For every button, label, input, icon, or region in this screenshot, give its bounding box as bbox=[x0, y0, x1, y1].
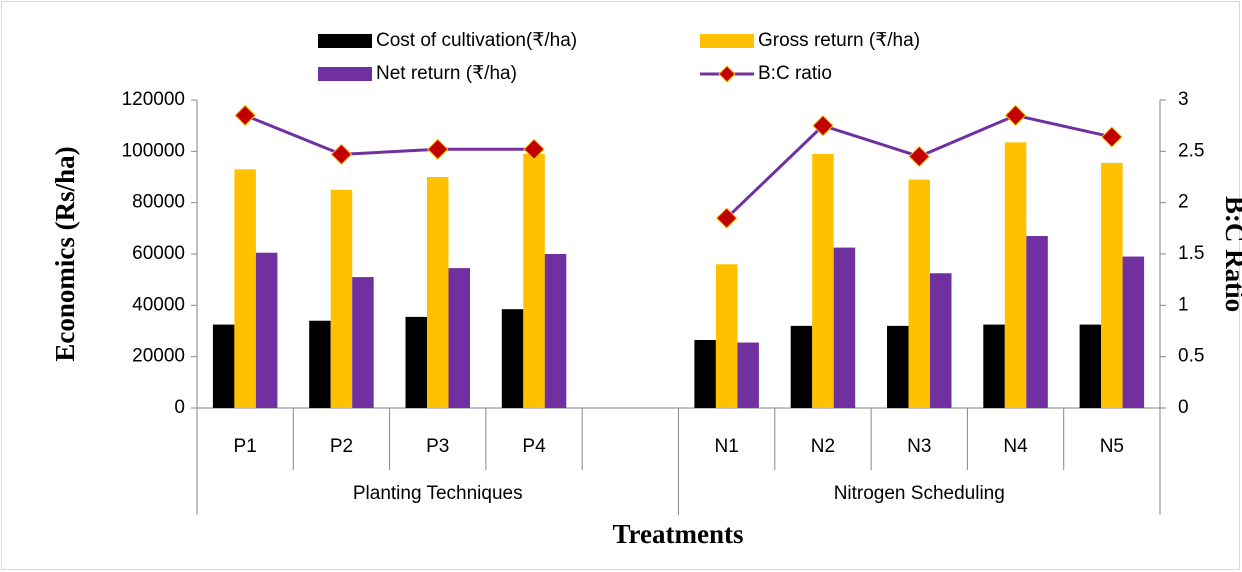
x-tick-label: P1 bbox=[234, 436, 257, 457]
legend-label: Gross return (₹/ha) bbox=[758, 30, 920, 51]
bar bbox=[833, 247, 856, 408]
y2-tick-label: 0 bbox=[1178, 397, 1189, 418]
bar bbox=[812, 153, 834, 408]
bar bbox=[309, 320, 331, 408]
line-marker bbox=[1004, 104, 1027, 127]
y2-tick-label: 1 bbox=[1178, 294, 1189, 315]
x-tick-label: P3 bbox=[426, 436, 449, 457]
bar bbox=[737, 342, 759, 408]
line-marker bbox=[523, 138, 545, 160]
bar bbox=[1079, 324, 1102, 408]
line-marker bbox=[234, 104, 256, 127]
bar bbox=[1004, 142, 1027, 408]
line-marker bbox=[908, 145, 930, 168]
x-tick-label: P4 bbox=[522, 436, 546, 457]
bar bbox=[352, 277, 374, 408]
bar bbox=[983, 324, 1005, 408]
legend-swatch bbox=[318, 34, 372, 48]
line-marker bbox=[427, 138, 449, 160]
bar bbox=[523, 153, 545, 408]
y2-tick-label: 2.5 bbox=[1178, 140, 1204, 161]
bar bbox=[694, 339, 716, 408]
y2-axis-label: B:C Ratio bbox=[1220, 196, 1242, 312]
bar bbox=[715, 264, 738, 408]
y-tick-label: 60000 bbox=[132, 243, 185, 264]
x-tick-label: N3 bbox=[907, 436, 931, 457]
x-axis-label: Treatments bbox=[613, 519, 744, 549]
line-marker bbox=[812, 114, 834, 137]
y-axis-label: Economics (Rs/ha) bbox=[50, 146, 80, 361]
x-tick-label: N2 bbox=[811, 436, 835, 457]
y-tick-label: 40000 bbox=[132, 294, 185, 315]
x-tick-label: N4 bbox=[1003, 436, 1028, 457]
line-marker bbox=[715, 207, 738, 229]
x-tick-label: N1 bbox=[715, 436, 739, 457]
legend-label: Cost of cultivation(₹/ha) bbox=[376, 30, 577, 51]
bar bbox=[501, 309, 524, 408]
bar bbox=[1026, 236, 1048, 408]
group-label: Planting Techniques bbox=[353, 483, 523, 504]
y-tick-label: 80000 bbox=[132, 192, 185, 213]
bar bbox=[544, 254, 567, 408]
legend-label: B:C ratio bbox=[758, 63, 832, 84]
bar bbox=[255, 252, 278, 408]
y-tick-label: 20000 bbox=[132, 346, 185, 367]
y-tick-label: 100000 bbox=[122, 140, 185, 161]
bar bbox=[427, 177, 449, 408]
y2-tick-label: 3 bbox=[1178, 89, 1189, 110]
group-label: Nitrogen Scheduling bbox=[834, 483, 1005, 504]
bar bbox=[930, 273, 952, 408]
bar bbox=[405, 316, 427, 408]
legend-swatch bbox=[318, 67, 372, 81]
y-tick-label: 0 bbox=[174, 397, 185, 418]
y2-tick-label: 0.5 bbox=[1178, 346, 1204, 367]
bar bbox=[887, 325, 909, 408]
bar bbox=[1122, 256, 1145, 408]
bar bbox=[212, 324, 235, 408]
legend-marker bbox=[718, 65, 736, 83]
line-marker bbox=[330, 143, 353, 166]
bar bbox=[448, 268, 470, 408]
line-marker bbox=[1101, 126, 1123, 148]
bar bbox=[330, 189, 353, 408]
x-tick-label: N5 bbox=[1100, 436, 1124, 457]
bar bbox=[234, 169, 256, 408]
x-tick-label: P2 bbox=[330, 436, 353, 457]
legend-label: Net return (₹/ha) bbox=[376, 63, 517, 84]
bar bbox=[1101, 162, 1123, 408]
bar bbox=[908, 179, 930, 408]
y2-tick-label: 1.5 bbox=[1178, 243, 1204, 264]
legend-swatch bbox=[700, 34, 754, 48]
bar bbox=[790, 325, 813, 408]
y-tick-label: 120000 bbox=[122, 89, 185, 110]
y2-tick-label: 2 bbox=[1178, 192, 1189, 213]
